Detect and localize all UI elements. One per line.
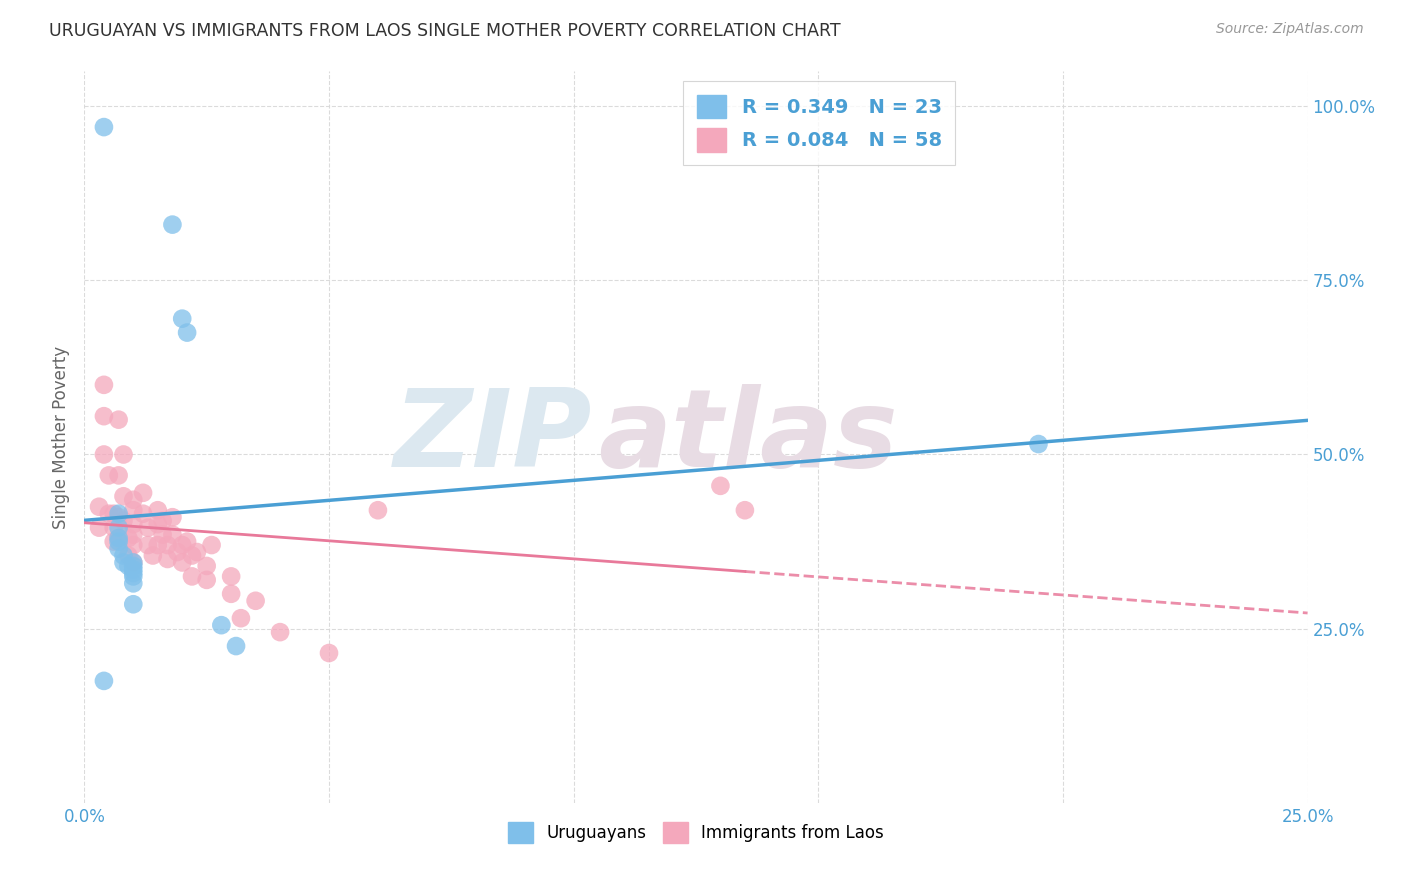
Point [107, 468, 129, 483]
Point [122, 597, 145, 611]
Point [93, 120, 115, 134]
Point [93, 448, 115, 462]
Point [122, 566, 145, 580]
Point [709, 479, 731, 493]
Point [166, 545, 188, 559]
Point [103, 521, 125, 535]
Point [156, 538, 179, 552]
Point [107, 541, 129, 556]
Point [186, 545, 208, 559]
Point [209, 618, 232, 632]
Text: Source: ZipAtlas.com: Source: ZipAtlas.com [1216, 22, 1364, 37]
Point [1028, 437, 1050, 451]
Point [195, 558, 218, 573]
Point [162, 218, 184, 232]
Point [146, 503, 169, 517]
Point [93, 377, 115, 392]
Point [103, 507, 125, 521]
Legend: Uruguayans, Immigrants from Laos: Uruguayans, Immigrants from Laos [502, 815, 890, 849]
Point [136, 521, 159, 535]
Point [122, 569, 145, 583]
Point [136, 538, 159, 552]
Point [200, 538, 222, 552]
Point [146, 517, 169, 532]
Point [172, 556, 194, 570]
Y-axis label: Single Mother Poverty: Single Mother Poverty [52, 345, 70, 529]
Point [142, 549, 165, 563]
Point [107, 510, 129, 524]
Point [156, 552, 179, 566]
Point [122, 527, 145, 541]
Point [122, 556, 145, 570]
Point [103, 534, 125, 549]
Point [219, 587, 242, 601]
Text: ZIP: ZIP [394, 384, 592, 490]
Point [112, 514, 135, 528]
Point [97, 468, 120, 483]
Text: atlas: atlas [598, 384, 898, 490]
Point [87, 500, 110, 514]
Point [176, 534, 198, 549]
Point [162, 527, 184, 541]
Point [172, 538, 194, 552]
Point [152, 514, 174, 528]
Point [181, 569, 204, 583]
Point [122, 538, 145, 552]
Point [122, 503, 145, 517]
Point [122, 517, 145, 532]
Point [219, 569, 242, 583]
Point [112, 448, 135, 462]
Point [112, 549, 135, 563]
Point [112, 556, 135, 570]
Point [117, 558, 139, 573]
Point [107, 534, 129, 549]
Point [195, 573, 218, 587]
Point [122, 556, 145, 570]
Point [117, 531, 139, 545]
Point [93, 409, 115, 424]
Point [229, 611, 252, 625]
Point [122, 558, 145, 573]
Point [181, 549, 204, 563]
Point [107, 412, 129, 426]
Point [117, 549, 139, 563]
Point [245, 594, 267, 608]
Text: URUGUAYAN VS IMMIGRANTS FROM LAOS SINGLE MOTHER POVERTY CORRELATION CHART: URUGUAYAN VS IMMIGRANTS FROM LAOS SINGLE… [49, 22, 841, 40]
Point [132, 485, 155, 500]
Point [132, 507, 155, 521]
Point [176, 326, 198, 340]
Point [162, 510, 184, 524]
Point [318, 646, 340, 660]
Point [107, 521, 129, 535]
Point [122, 492, 145, 507]
Point [107, 507, 129, 521]
Point [172, 311, 194, 326]
Point [367, 503, 389, 517]
Point [146, 538, 169, 552]
Point [122, 562, 145, 576]
Point [122, 576, 145, 591]
Point [734, 503, 756, 517]
Point [97, 507, 120, 521]
Point [107, 531, 129, 545]
Point [269, 625, 291, 640]
Point [87, 521, 110, 535]
Point [225, 639, 247, 653]
Point [112, 489, 135, 503]
Point [152, 527, 174, 541]
Point [93, 673, 115, 688]
Point [107, 531, 129, 545]
